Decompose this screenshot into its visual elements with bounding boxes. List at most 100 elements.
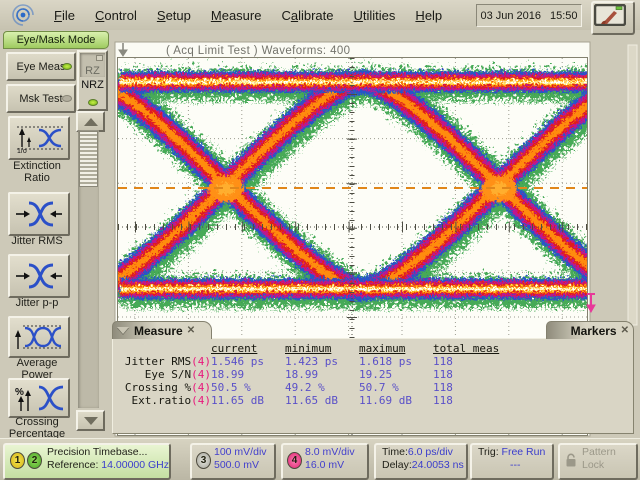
average-power-label: Average [16, 357, 58, 369]
agilent-logo-icon [12, 4, 34, 26]
nrz-label: NRZ [81, 79, 104, 91]
crossing-percentage-button[interactable]: % [8, 378, 70, 418]
sidebar-scrollbar-track[interactable] [78, 130, 99, 408]
col-current: current [211, 342, 258, 355]
jitter-rms-button[interactable] [8, 192, 70, 236]
rz-nrz-toggle[interactable]: RZ NRZ [77, 50, 108, 111]
sidebar-scroll-down-button[interactable] [76, 410, 105, 431]
crossing-percentage-label2: Percentage [8, 428, 66, 438]
extinction-ratio-button[interactable]: 1/o [8, 116, 70, 160]
average-power-icon [15, 325, 63, 349]
timebase-button[interactable]: 1 2 Precision Timebase... Reference: 14.… [3, 443, 171, 480]
pattern-lock-button[interactable]: Pattern Lock [558, 443, 638, 480]
touchscreen-button[interactable] [591, 1, 635, 35]
timebase-marker-icon[interactable] [118, 43, 128, 57]
eye-meas-label: Eye Meas [16, 60, 66, 73]
up-arrow-icon [83, 117, 98, 126]
col-total-meas: total meas [433, 342, 500, 355]
measure-row-crossing[interactable]: Crossing %(4) 50.5 % 49.2 % 50.7 % 118 [124, 381, 453, 394]
msk-test-button[interactable]: Msk Test [6, 84, 76, 113]
mode-tab: Eye/Mask Mode [3, 31, 109, 49]
menu-help[interactable]: Help [415, 7, 443, 23]
jitter-pp-button[interactable] [8, 254, 70, 298]
channel3-button[interactable]: 3 100 mV/div 500.0 mV [190, 443, 276, 480]
ch3-scale: 100 mV/div [214, 446, 267, 458]
menu-bar: File Control Setup Measure Calibrate Uti… [0, 0, 640, 35]
channel1-badge: 1 [10, 452, 25, 469]
extinction-ratio-icon: 1/o [17, 126, 63, 154]
jitter-rms-icon [16, 201, 62, 227]
waveform-display-area: ( Acq Limit Test ) Waveforms: 400 [110, 40, 640, 440]
menu-calibrate[interactable]: Calibrate [281, 7, 334, 23]
extinction-ratio-label: Extinction [13, 160, 61, 172]
measure-table: current minimum maximum total meas Jitte… [119, 342, 517, 407]
acq-status-text: ( Acq Limit Test ) Waveforms: 400 [166, 45, 350, 57]
eye-meas-led-icon [62, 63, 72, 70]
menu-setup[interactable]: Setup [156, 7, 191, 23]
ch3-offset: 500.0 mV [214, 459, 259, 471]
collapse-arrow-icon[interactable] [117, 327, 129, 334]
measure-header-row: current minimum maximum total meas [119, 342, 517, 355]
trig-mode: Trig: Free Run [478, 446, 546, 458]
measure-tab-label: Measure [134, 323, 183, 338]
msk-test-led-icon [62, 95, 72, 102]
channel2-badge: 2 [27, 452, 42, 469]
pattern-lock-line2: Lock [582, 459, 605, 471]
nrz-option[interactable]: NRZ [80, 79, 105, 108]
ch4-offset: 16.0 mV [305, 459, 345, 471]
average-power-button[interactable] [8, 316, 70, 358]
status-toolbar: 1 2 Precision Timebase... Reference: 14.… [0, 438, 640, 480]
rz-label: RZ [85, 65, 100, 77]
crossing-percentage-icon: % [15, 385, 64, 411]
channel4-badge: 4 [287, 452, 302, 469]
channel4-level-marker-icon[interactable] [586, 293, 596, 314]
measure-tab[interactable]: Measure ✕ [112, 321, 212, 339]
sidebar: Eye Meas Msk Test RZ NRZ [0, 48, 110, 438]
jitter-rms-label: Jitter RMS [11, 235, 63, 247]
timebase-line2: Reference: 14.00000 GHz [47, 459, 170, 471]
menu-file[interactable]: File [54, 7, 75, 23]
jitter-pp-icon [16, 263, 62, 289]
jitter-pp-label: Jitter p-p [15, 297, 59, 309]
touchscreen-icon [593, 3, 627, 27]
ch4-scale: 8.0 mV/div [305, 446, 355, 458]
time-delay: Delay:24.0053 ns [382, 459, 464, 471]
markers-tab[interactable]: Markers ✕ [546, 321, 634, 339]
markers-close-icon[interactable]: ✕ [620, 325, 629, 336]
crossing-percentage-label: Crossing [15, 416, 59, 428]
sidebar-scroll-up-button[interactable] [76, 111, 105, 132]
right-edge-strip [627, 44, 638, 326]
channel4-button[interactable]: 4 8.0 mV/div 16.0 mV [281, 443, 369, 480]
measure-row-ext-ratio[interactable]: Ext.ratio(4) 11.65 dB 11.65 dB 11.69 dB … [131, 394, 453, 407]
menu-control[interactable]: Control [94, 7, 137, 23]
menu-utilities[interactable]: Utilities [353, 7, 396, 23]
svg-text:1/o: 1/o [17, 148, 27, 154]
pattern-lock-line1: Pattern [582, 446, 616, 458]
down-arrow-icon [83, 416, 98, 425]
col-minimum: minimum [285, 342, 332, 355]
sidebar-scrollbar-thumb[interactable] [79, 131, 98, 187]
measure-panel: current minimum maximum total meas Jitte… [112, 338, 634, 434]
eye-meas-button[interactable]: Eye Meas [6, 52, 76, 81]
nrz-led-icon [88, 99, 98, 106]
measure-row-eye-sn[interactable]: Eye S/N(4) 18.99 18.99 19.25 118 [144, 368, 453, 381]
lock-icon [566, 453, 576, 467]
rz-indicator-icon [96, 55, 103, 61]
timebase-line1: Precision Timebase... [47, 446, 148, 458]
time-button[interactable]: Time:6.0 ps/div Delay:24.0053 ns [374, 443, 468, 480]
msk-test-label: Msk Test [19, 92, 63, 105]
time-text: 15:50 [550, 9, 578, 22]
menu-measure[interactable]: Measure [210, 7, 262, 23]
rz-option[interactable]: RZ [80, 53, 105, 77]
trig-level: --- [510, 459, 521, 471]
extinction-ratio-label2: Ratio [24, 172, 50, 184]
datetime-display: 03 Jun 2016 15:50 [476, 4, 582, 27]
trigger-button[interactable]: Trig: Free Run --- [470, 443, 554, 480]
measure-close-icon[interactable]: ✕ [186, 325, 196, 336]
col-maximum: maximum [359, 342, 406, 355]
markers-tab-label: Markers [570, 323, 617, 338]
measure-row-jitter-rms[interactable]: Jitter RMS(4) 1.546 ps 1.423 ps 1.618 ps… [124, 355, 453, 368]
channel3-badge: 3 [196, 452, 211, 469]
date-text: 03 Jun 2016 [480, 9, 542, 22]
